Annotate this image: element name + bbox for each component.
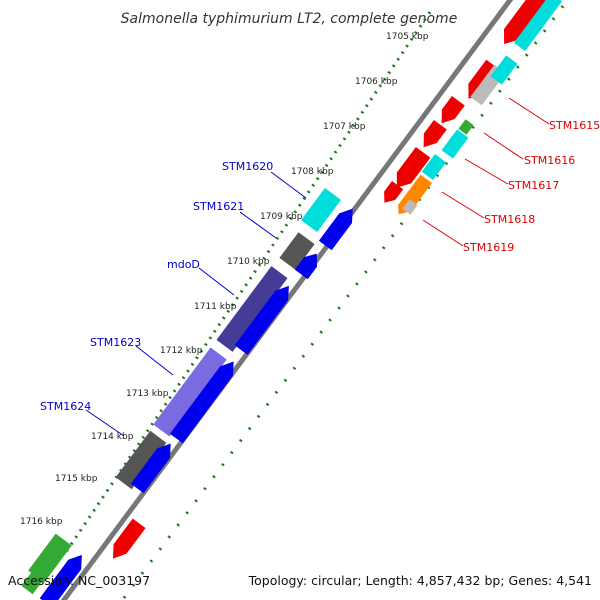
scale-tick-line-outer (120, 0, 570, 600)
gene-block-cyan (490, 55, 518, 85)
gene-arrow-forward (294, 253, 317, 280)
scale-label: 1706 kbp (355, 77, 398, 87)
scale-label: 1713 kbp (126, 389, 169, 399)
feature-tracks (21, 0, 563, 600)
gene-arrow-forward (39, 554, 82, 600)
gene-block-mdod (216, 266, 288, 352)
gene-label: STM1624 (40, 400, 91, 413)
gene-label: STM1615 (549, 119, 600, 132)
gene-block-green-2 (21, 569, 45, 595)
gene-label: STM1623 (90, 336, 141, 349)
leader-line (85, 409, 125, 437)
gene-block-green (458, 119, 474, 135)
gene-arrow-reverse (504, 0, 548, 45)
gene-block-cyan (441, 129, 469, 159)
leader-line (270, 171, 307, 199)
gene-arrow-forward (169, 361, 234, 444)
scale-label: 1712 kbp (160, 346, 203, 356)
gene-block-stm1621 (279, 232, 315, 270)
gene-block-stm1624 (115, 430, 167, 490)
gene-arrow-reverse (112, 518, 146, 559)
scale-label: 1709 kbp (260, 212, 303, 222)
gene-block-lightgray (402, 199, 418, 215)
leader-line (483, 132, 524, 160)
map-title: Salmonella typhimurium LT2, complete gen… (121, 11, 458, 27)
gene-label: STM1621 (193, 200, 244, 213)
gene-arrow-forward (234, 285, 289, 355)
gene-arrow-reverse (384, 181, 404, 203)
gene-block-stm1623 (153, 347, 227, 437)
scale-label: 1711 kbp (194, 302, 237, 312)
scale-label: 1715 kbp (55, 474, 98, 484)
gene-label: STM1616 (524, 154, 575, 167)
gene-block-cyan (421, 154, 447, 180)
gene-arrow-forward (130, 443, 171, 494)
gene-arrow-reverse (396, 147, 431, 188)
leader-line (239, 211, 277, 239)
leader-line (508, 97, 550, 125)
scale-label: 1716 kbp (20, 517, 63, 527)
gene-arrow-forward (318, 208, 353, 251)
leader-line (135, 345, 174, 376)
leader-line (422, 219, 464, 247)
scale-label: 1707 kbp (323, 122, 366, 132)
scale-label: 1710 kbp (227, 257, 270, 267)
leader-line (441, 191, 485, 219)
gene-arrow-reverse (423, 120, 447, 148)
gene-block-orange (404, 174, 432, 206)
gene-label: STM1618 (484, 213, 535, 226)
gene-block-cyan (513, 0, 563, 51)
leader-line (198, 267, 235, 296)
gene-block-stm1620 (301, 188, 341, 232)
scale-label: 1708 kbp (291, 167, 334, 177)
gene-label: mdoD (167, 258, 200, 271)
gene-block-green (28, 533, 72, 583)
gene-label: STM1620 (222, 160, 273, 173)
scale-label: 1705 kbp (386, 32, 429, 42)
scale-label: 1714 kbp (91, 432, 134, 442)
topology-text: Topology: circular; Length: 4,857,432 bp… (248, 573, 592, 588)
leader-line (464, 158, 509, 185)
accession-text: Accession: NC_003197 (8, 573, 151, 588)
gene-label: STM1617 (508, 179, 559, 192)
gene-arrow-reverse (441, 96, 465, 124)
gene-label: STM1619 (463, 241, 514, 254)
